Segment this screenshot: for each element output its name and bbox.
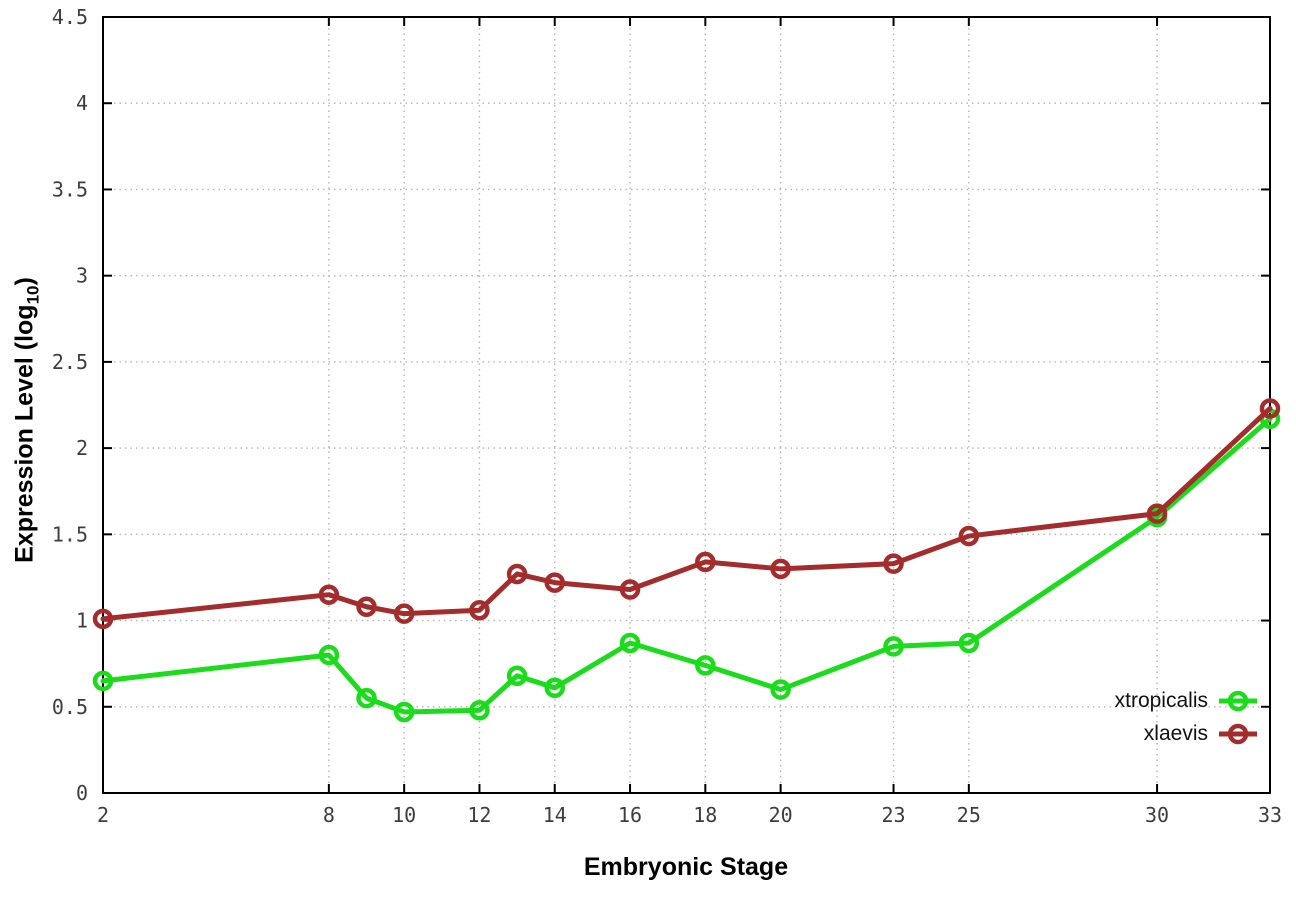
y-tick-label: 3.5: [52, 177, 88, 201]
y-tick-label: 1.5: [52, 522, 88, 546]
legend: xtropicalis xlaevis: [1115, 684, 1258, 750]
legend-sample-marker: [1227, 723, 1249, 744]
data-point-xtropicalis: [770, 679, 791, 700]
series-line-xlaevis: [100, 405, 1273, 622]
data-point-xlaevis: [318, 584, 340, 605]
x-tick-label: 33: [1258, 803, 1282, 827]
y-axis-title-text: Expression Level (log: [10, 304, 39, 563]
data-point-xlaevis: [958, 525, 980, 547]
y-axis-title-close: ): [10, 277, 39, 286]
x-tick-label: 14: [543, 803, 567, 827]
y-tick-label: 0: [76, 781, 88, 805]
data-point-xlaevis: [770, 558, 791, 580]
legend-item-xlaevis: xlaevis: [1115, 717, 1258, 750]
legend-label-xtropicalis: xtropicalis: [1114, 688, 1208, 712]
data-point-xtropicalis: [506, 665, 528, 686]
legend-sample-icon-xtropicalis: [1219, 690, 1257, 711]
data-point-xlaevis: [619, 579, 641, 600]
data-point-xtropicalis: [695, 655, 716, 676]
x-axis-title: Embryonic Stage: [583, 853, 789, 881]
y-tick-label: 3: [76, 264, 88, 288]
series-line-xtropicalis: [100, 416, 1273, 715]
data-point-xtropicalis: [92, 670, 114, 692]
data-point-xtropicalis: [883, 636, 904, 657]
data-point-xlaevis: [92, 608, 114, 630]
data-point-xlaevis: [1146, 503, 1168, 524]
data-point-xlaevis: [1259, 398, 1281, 419]
y-tick-label: 2: [76, 436, 88, 460]
data-point-xlaevis: [695, 551, 716, 573]
y-tick-label: 4.5: [52, 5, 88, 29]
legend-label-xlaevis: xlaevis: [1143, 721, 1208, 745]
x-tick-label: 25: [957, 803, 981, 827]
data-point-xlaevis: [469, 599, 490, 621]
data-point-xtropicalis: [318, 644, 340, 666]
y-tick-label: 2.5: [52, 350, 88, 374]
legend-sample-marker: [1227, 690, 1249, 711]
x-tick-label: 10: [392, 803, 416, 827]
y-axis-title: Expression Level (log10): [11, 277, 44, 563]
data-point-xtropicalis: [958, 632, 980, 654]
x-tick-label: 18: [693, 803, 717, 827]
data-point-xtropicalis: [619, 632, 641, 654]
legend-item-xtropicalis: xtropicalis: [1115, 684, 1258, 717]
y-tick-label: 4: [76, 91, 88, 115]
x-tick-label: 23: [882, 803, 906, 827]
data-point-xtropicalis: [393, 701, 415, 723]
data-point-xlaevis: [356, 596, 377, 618]
data-point-xlaevis: [883, 553, 904, 574]
x-tick-label: 2: [97, 803, 109, 827]
data-point-xtropicalis: [469, 699, 490, 721]
x-tick-label: 20: [769, 803, 793, 827]
data-point-xlaevis: [544, 572, 565, 593]
x-tick-label: 12: [467, 803, 491, 827]
legend-sample-icon-xlaevis: [1219, 723, 1257, 744]
plot-border: [102, 16, 1271, 794]
x-tick-label: 30: [1145, 803, 1169, 827]
data-point-xlaevis: [393, 603, 415, 624]
y-tick-label: 1: [76, 609, 88, 633]
x-tick-label: 8: [323, 803, 335, 827]
x-tick-label: 16: [618, 803, 642, 827]
data-point-xlaevis: [506, 563, 528, 585]
data-point-xtropicalis: [356, 687, 377, 709]
y-axis-title-subscript: 10: [23, 285, 43, 305]
y-tick-label: 0.5: [52, 695, 88, 719]
data-point-xtropicalis: [544, 677, 565, 699]
